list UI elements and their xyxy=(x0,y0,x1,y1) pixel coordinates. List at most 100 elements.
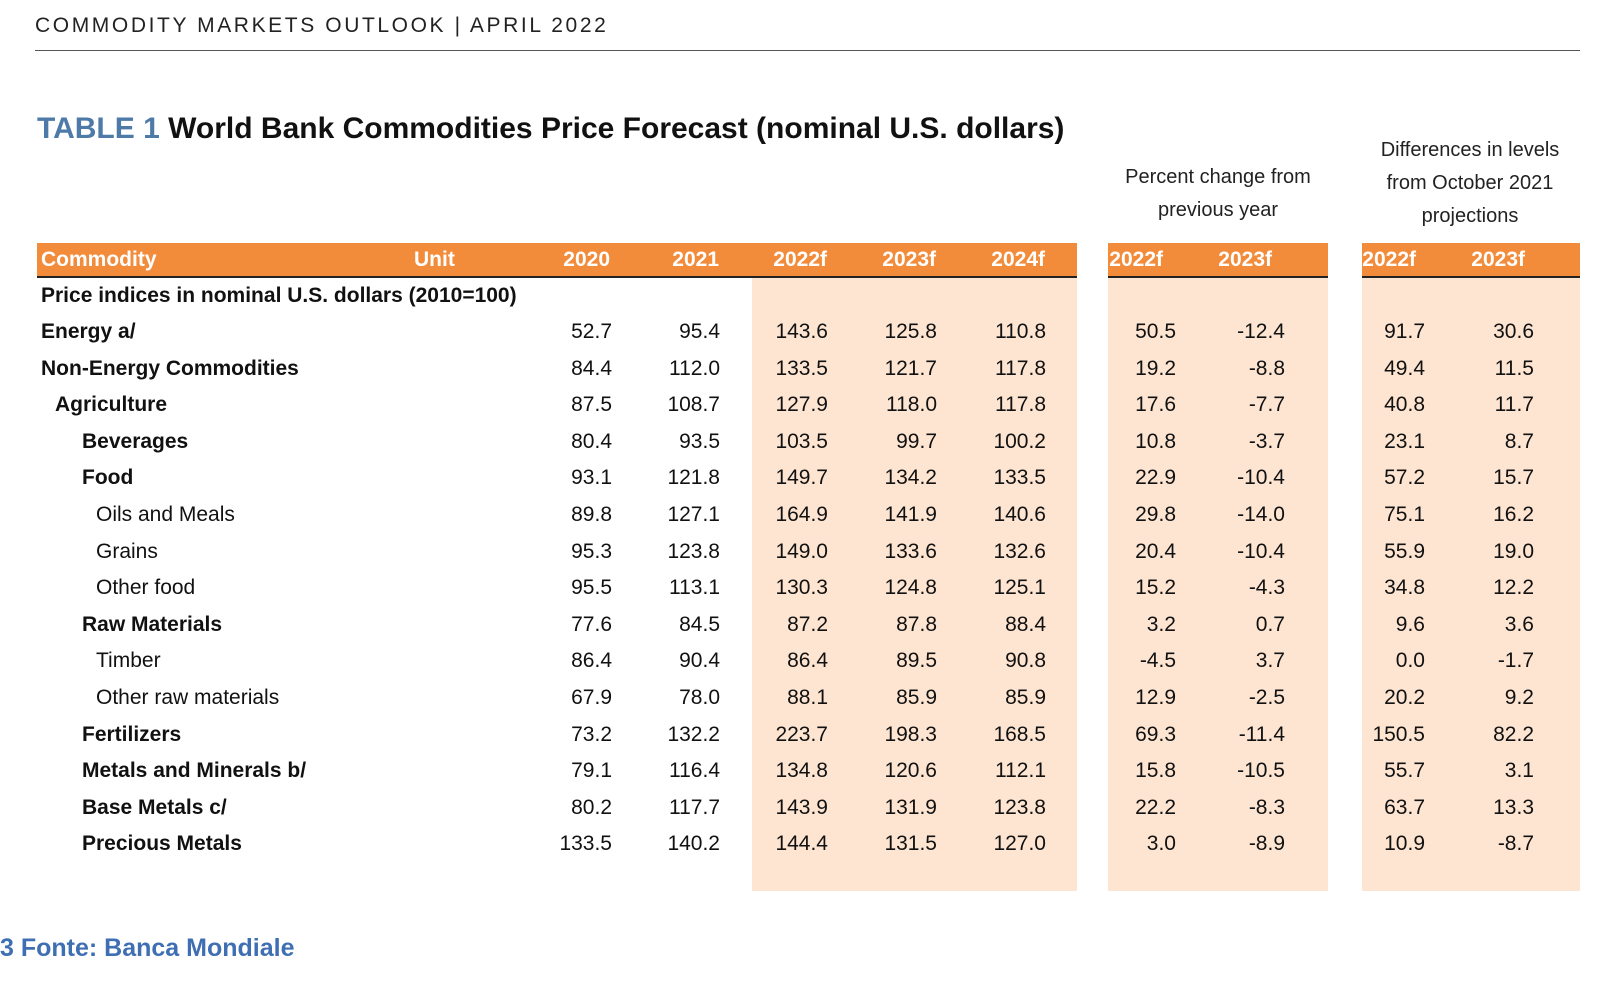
table-row: Grains 95.3 123.8 149.0 133.6 132.6 20.4 -10.4 5… xyxy=(0,534,1600,570)
row-value: 0.0 xyxy=(1395,649,1425,672)
row-value: 34.8 xyxy=(1384,576,1425,599)
row-value: 117.8 xyxy=(995,393,1046,416)
group-heading-line: Differences in levels xyxy=(1380,139,1560,161)
row-value: 75.1 xyxy=(1384,503,1425,526)
row-value: 85.9 xyxy=(896,686,937,709)
table-row: Agriculture 87.5 108.7 127.9 118.0 117.8 17.6 -… xyxy=(0,387,1600,423)
row-value: -11.4 xyxy=(1238,723,1285,746)
row-value: 121.8 xyxy=(667,466,720,489)
table-row: Precious Metals 133.5 140.2 144.4 131.5 127.0… xyxy=(0,826,1600,862)
group-heading-differences: Differences in levels from October 2021 … xyxy=(1360,134,1580,233)
column-header-2022f: 2022f xyxy=(773,248,827,271)
row-value: 89.5 xyxy=(896,649,937,672)
row-value: 91.7 xyxy=(1384,320,1425,343)
row-value: 17.6 xyxy=(1135,393,1176,416)
row-value: 198.3 xyxy=(884,723,937,746)
row-value: 9.6 xyxy=(1395,613,1425,636)
row-value: 140.2 xyxy=(667,832,720,855)
row-value: 88.4 xyxy=(1005,613,1046,636)
row-value: 3.0 xyxy=(1146,832,1176,855)
row-value: 22.2 xyxy=(1135,796,1176,819)
row-value: 15.7 xyxy=(1493,466,1534,489)
group-heading-line: projections xyxy=(1421,205,1519,227)
source-footnote: 3 Fonte: Banca Mondiale xyxy=(0,934,295,962)
row-value: 90.8 xyxy=(1005,649,1046,672)
row-value: 164.9 xyxy=(775,503,828,526)
row-value: 78.0 xyxy=(679,686,720,709)
forecast-shading xyxy=(752,243,1077,891)
row-value: -7.7 xyxy=(1248,393,1285,416)
row-label: Fertilizers xyxy=(82,723,182,746)
column-header-2021: 2021 xyxy=(672,248,719,271)
percent-change-shading xyxy=(1108,243,1328,891)
row-label: Oils and Meals xyxy=(96,503,235,526)
row-value: 15.8 xyxy=(1135,759,1176,782)
row-value: 133.6 xyxy=(884,540,937,563)
row-value: 3.7 xyxy=(1255,649,1285,672)
row-label: Other food xyxy=(96,576,196,599)
document-header: COMMODITY MARKETS OUTLOOK | APRIL 2022 xyxy=(35,14,609,37)
column-header-2020: 2020 xyxy=(563,248,610,271)
row-value: -8.8 xyxy=(1248,357,1285,380)
row-value: -10.4 xyxy=(1237,540,1285,563)
header-bar-main xyxy=(37,243,1077,278)
row-value: 57.2 xyxy=(1384,466,1425,489)
row-value: 80.4 xyxy=(571,430,612,453)
table-title-text: World Bank Commodities Price Forecast (n… xyxy=(159,112,1065,145)
column-header-commodity: Commodity xyxy=(41,248,157,271)
row-value: 134.8 xyxy=(775,759,828,782)
row-value: 95.3 xyxy=(571,540,612,563)
row-value: 19.2 xyxy=(1135,357,1176,380)
table-row: Base Metals c/80.2 117.7 143.9 131.9 123.8 22… xyxy=(0,790,1600,826)
row-value: 134.2 xyxy=(884,466,937,489)
table-row: Other food 95.5 113.1 130.3 124.8 125.1 15.2 -4… xyxy=(0,570,1600,606)
row-value: 90.4 xyxy=(679,649,720,672)
row-value: 118.0 xyxy=(886,393,937,416)
row-value: 141.9 xyxy=(884,503,937,526)
row-value: 55.9 xyxy=(1384,540,1425,563)
row-value: 0.7 xyxy=(1255,613,1285,636)
row-value: 121.7 xyxy=(884,357,937,380)
row-value: 131.5 xyxy=(884,832,937,855)
row-value: 95.4 xyxy=(679,320,720,343)
row-value: 52.7 xyxy=(571,320,612,343)
row-value: 133.5 xyxy=(775,357,828,380)
row-label: Base Metals c/ xyxy=(82,796,227,819)
row-value: 140.6 xyxy=(993,503,1046,526)
row-value: 3.6 xyxy=(1504,613,1534,636)
row-value: 223.7 xyxy=(775,723,828,746)
row-value: 127.9 xyxy=(775,393,828,416)
table-row: Food 93.1 121.8 149.7 134.2 133.5 22.9 -10.4 57.… xyxy=(0,460,1600,496)
table-row: Oils and Meals 89.8 127.1 164.9 141.9 140.6 29… xyxy=(0,497,1600,533)
row-value: 127.1 xyxy=(667,503,720,526)
row-value: 112.1 xyxy=(995,759,1046,782)
header-bar-percent-change xyxy=(1108,243,1328,278)
row-value: 69.3 xyxy=(1135,723,1176,746)
row-value: 123.8 xyxy=(993,796,1046,819)
row-value: 117.8 xyxy=(995,357,1046,380)
row-label: Non-Energy Commodities xyxy=(41,357,299,380)
row-value: 133.5 xyxy=(993,466,1046,489)
column-header-2024f: 2024f xyxy=(991,248,1045,271)
row-value: 132.6 xyxy=(993,540,1046,563)
row-value: 80.2 xyxy=(571,796,612,819)
table-row: Non-Energy Commodities 84.4 112.0 133.5 121.… xyxy=(0,351,1600,387)
section-row: Price indices in nominal U.S. dollars (2… xyxy=(0,278,1600,314)
row-value: 87.2 xyxy=(787,613,828,636)
row-label: Energy a/ xyxy=(41,320,136,343)
row-value: 55.7 xyxy=(1384,759,1425,782)
row-value: 77.6 xyxy=(571,613,612,636)
row-label: Grains xyxy=(96,540,158,563)
row-value: 84.5 xyxy=(679,613,720,636)
row-value: -1.7 xyxy=(1497,649,1534,672)
row-value: 86.4 xyxy=(571,649,612,672)
row-value: 63.7 xyxy=(1384,796,1425,819)
group-heading-line: from October 2021 xyxy=(1386,172,1554,194)
column-header-unit: Unit xyxy=(414,248,455,271)
row-value: 110.8 xyxy=(995,320,1046,343)
row-value: 86.4 xyxy=(787,649,828,672)
row-value: 15.2 xyxy=(1135,576,1176,599)
row-label: Beverages xyxy=(82,430,189,453)
row-label: Other raw materials xyxy=(96,686,280,709)
group-heading-percent-change: Percent change from previous year xyxy=(1108,161,1328,227)
